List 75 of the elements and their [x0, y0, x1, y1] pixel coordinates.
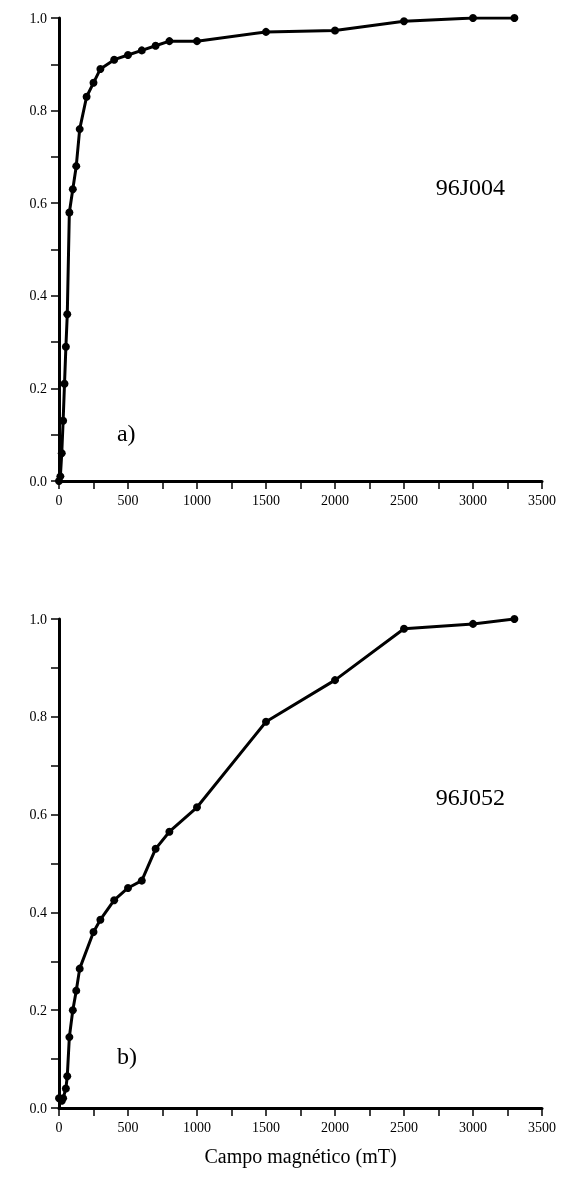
- point: [331, 676, 339, 685]
- x-tick-label: 3000: [459, 492, 487, 508]
- point: [61, 342, 70, 351]
- y-tick-label: 0.8: [29, 709, 47, 725]
- annotation: b): [116, 1043, 137, 1070]
- point: [72, 986, 81, 995]
- y-tick-label: 0.2: [29, 1002, 47, 1018]
- point: [110, 55, 119, 64]
- point: [151, 844, 160, 853]
- point: [89, 927, 98, 936]
- x-tick-label: 0: [55, 492, 63, 508]
- point: [60, 379, 69, 388]
- x-tick-label: 3500: [528, 492, 556, 508]
- point: [124, 883, 132, 892]
- x-tick-label: 3000: [459, 1119, 487, 1135]
- point: [65, 1033, 74, 1042]
- x-tick-label: 1500: [252, 492, 280, 508]
- x-axis-title: Campo magnético (mT): [204, 1145, 397, 1168]
- point: [68, 1006, 77, 1015]
- point: [63, 310, 72, 319]
- x-tick-label: 2500: [390, 492, 418, 508]
- x-tick-label: 500: [117, 492, 139, 508]
- y-tick-label: 1.0: [29, 10, 47, 26]
- annotation: 96J004: [435, 174, 506, 201]
- y-tick-label: 0.4: [29, 288, 47, 304]
- point: [400, 17, 408, 26]
- x-tick-label: 0: [55, 1119, 63, 1135]
- y-tick-label: 0.2: [29, 380, 47, 396]
- point: [165, 37, 174, 46]
- point: [137, 876, 146, 885]
- point: [469, 14, 477, 22]
- point: [65, 208, 74, 217]
- y-tick-label: 0.0: [29, 473, 47, 489]
- point: [57, 449, 66, 458]
- y-tick-label: 0.8: [29, 103, 47, 119]
- point: [331, 26, 339, 35]
- point: [89, 78, 98, 87]
- y-tick-label: 1.0: [29, 611, 47, 627]
- point: [72, 162, 81, 171]
- point: [193, 37, 201, 46]
- point: [61, 1084, 70, 1093]
- x-tick-label: 1000: [183, 1119, 211, 1135]
- x-tick-label: 2500: [390, 1119, 418, 1135]
- point: [75, 125, 84, 134]
- point: [68, 185, 77, 194]
- x-tick-label: 1500: [252, 1119, 280, 1135]
- point: [137, 46, 146, 55]
- point: [75, 964, 84, 973]
- point: [110, 896, 119, 905]
- y-tick-label: 0.6: [29, 807, 47, 823]
- point: [400, 624, 408, 633]
- point: [469, 619, 477, 628]
- point: [96, 64, 105, 73]
- point: [262, 717, 270, 726]
- x-tick-label: 2000: [321, 492, 349, 508]
- point: [82, 92, 91, 101]
- point: [165, 827, 174, 836]
- y-tick-label: 0.4: [29, 904, 47, 920]
- x-tick-label: 2000: [321, 1119, 349, 1135]
- point: [262, 27, 270, 36]
- y-tick-label: 0.6: [29, 195, 47, 211]
- point: [510, 14, 519, 22]
- point: [510, 615, 519, 623]
- x-tick-label: 1000: [183, 492, 211, 508]
- point: [56, 472, 65, 481]
- x-tick-label: 3500: [528, 1119, 556, 1135]
- point: [124, 51, 132, 60]
- point: [193, 803, 201, 812]
- point: [96, 915, 105, 924]
- x-tick-label: 500: [117, 1119, 139, 1135]
- point: [63, 1072, 72, 1081]
- y-tick-label: 0.0: [29, 1100, 47, 1116]
- annotation: 96J052: [435, 784, 506, 811]
- point: [151, 41, 160, 50]
- annotation: a): [116, 419, 136, 446]
